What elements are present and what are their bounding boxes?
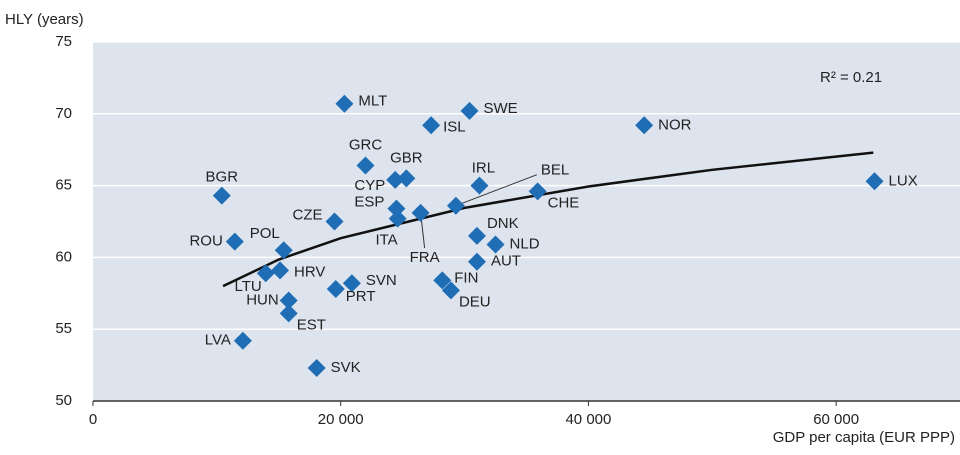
point-label: MLT bbox=[358, 93, 387, 110]
point-label: ESP bbox=[354, 194, 384, 211]
point bbox=[397, 169, 416, 188]
leader-line bbox=[455, 174, 538, 207]
y-tick-label: 65 bbox=[55, 177, 72, 194]
x-tick-label: 60 000 bbox=[813, 411, 859, 428]
y-tick-label: 55 bbox=[55, 320, 72, 337]
point-label: ROU bbox=[189, 233, 222, 250]
point-label: NOR bbox=[658, 116, 692, 133]
point-label: DEU bbox=[459, 293, 491, 310]
point-label: ISL bbox=[443, 118, 466, 135]
point-label: PRT bbox=[346, 288, 376, 305]
point-label: GBR bbox=[390, 149, 423, 166]
point bbox=[225, 232, 244, 251]
point bbox=[467, 226, 486, 245]
point-label: CZE bbox=[293, 206, 323, 223]
point bbox=[486, 235, 505, 254]
point bbox=[441, 281, 460, 300]
point bbox=[460, 101, 479, 120]
point-label: HUN bbox=[246, 291, 279, 308]
x-tick-label: 40 000 bbox=[565, 411, 611, 428]
point bbox=[446, 196, 465, 215]
point bbox=[274, 241, 293, 260]
point bbox=[865, 172, 884, 191]
point bbox=[433, 271, 452, 290]
x-tick-label: 0 bbox=[89, 411, 97, 428]
point-label: BGR bbox=[206, 169, 239, 186]
point bbox=[528, 182, 547, 201]
point bbox=[233, 331, 252, 350]
point bbox=[307, 358, 326, 377]
point bbox=[335, 94, 354, 113]
point-label: CYP bbox=[354, 177, 385, 194]
point-label: EST bbox=[297, 316, 326, 333]
y-tick-label: 50 bbox=[55, 392, 72, 409]
point-label: LVA bbox=[205, 332, 231, 349]
point bbox=[411, 203, 430, 222]
point-label: ITA bbox=[375, 232, 397, 249]
point-label: SVN bbox=[366, 272, 397, 289]
y-tick-label: 75 bbox=[55, 33, 72, 50]
annotation: R² = 0.21 bbox=[820, 69, 882, 86]
point bbox=[326, 279, 345, 298]
point bbox=[212, 186, 231, 205]
point bbox=[422, 116, 441, 135]
point-label: HRV bbox=[294, 263, 325, 280]
point bbox=[279, 291, 298, 310]
x-axis-label: GDP per capita (EUR PPP) bbox=[773, 429, 955, 446]
point bbox=[256, 264, 275, 283]
point-label: AUT bbox=[491, 253, 521, 270]
point-label: LTU bbox=[235, 278, 262, 295]
point bbox=[388, 209, 407, 228]
point bbox=[279, 304, 298, 323]
point-label: DNK bbox=[487, 215, 519, 232]
point bbox=[271, 261, 290, 280]
x-tick-label: 20 000 bbox=[318, 411, 364, 428]
point bbox=[470, 176, 489, 195]
trend-line bbox=[222, 151, 874, 288]
point-label: SWE bbox=[484, 100, 518, 117]
point bbox=[467, 252, 486, 271]
point-label: SVK bbox=[331, 359, 361, 376]
point-label: POL bbox=[250, 225, 280, 242]
point-label: FIN bbox=[454, 269, 478, 286]
point-label: FRA bbox=[410, 249, 440, 266]
point-label: LUX bbox=[889, 172, 918, 189]
point bbox=[386, 170, 405, 189]
point bbox=[356, 156, 375, 175]
point bbox=[325, 212, 344, 231]
point-label: CHE bbox=[548, 194, 580, 211]
y-axis-label: HLY (years) bbox=[5, 11, 84, 28]
point-label: IRL bbox=[472, 160, 495, 177]
point bbox=[342, 274, 361, 293]
point bbox=[635, 116, 654, 135]
point-label: BEL bbox=[541, 162, 569, 179]
point-label: NLD bbox=[510, 235, 540, 252]
y-tick-label: 70 bbox=[55, 105, 72, 122]
point-label: GRC bbox=[349, 136, 383, 153]
y-tick-label: 60 bbox=[55, 248, 72, 265]
